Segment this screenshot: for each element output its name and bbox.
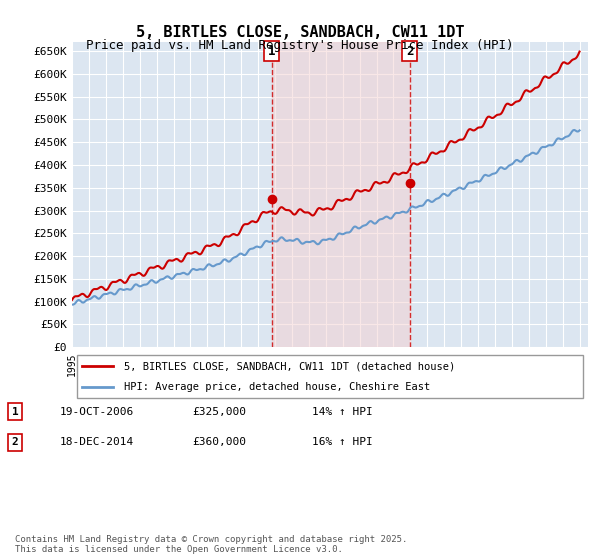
Text: £325,000: £325,000: [192, 407, 246, 417]
Text: 16% ↑ HPI: 16% ↑ HPI: [312, 437, 373, 447]
Text: HPI: Average price, detached house, Cheshire East: HPI: Average price, detached house, Ches…: [124, 382, 430, 392]
Text: 1: 1: [11, 407, 19, 417]
Text: 5, BIRTLES CLOSE, SANDBACH, CW11 1DT: 5, BIRTLES CLOSE, SANDBACH, CW11 1DT: [136, 25, 464, 40]
Text: 1: 1: [268, 45, 275, 58]
Text: 18-DEC-2014: 18-DEC-2014: [60, 437, 134, 447]
Text: 5, BIRTLES CLOSE, SANDBACH, CW11 1DT (detached house): 5, BIRTLES CLOSE, SANDBACH, CW11 1DT (de…: [124, 361, 455, 371]
Text: 19-OCT-2006: 19-OCT-2006: [60, 407, 134, 417]
Text: 14% ↑ HPI: 14% ↑ HPI: [312, 407, 373, 417]
Bar: [272, 42, 410, 347]
Text: 2: 2: [11, 437, 19, 447]
Text: Price paid vs. HM Land Registry's House Price Index (HPI): Price paid vs. HM Land Registry's House …: [86, 39, 514, 52]
Text: 2: 2: [406, 45, 413, 58]
FancyBboxPatch shape: [77, 355, 583, 398]
Text: Contains HM Land Registry data © Crown copyright and database right 2025.
This d: Contains HM Land Registry data © Crown c…: [15, 535, 407, 554]
Text: £360,000: £360,000: [192, 437, 246, 447]
